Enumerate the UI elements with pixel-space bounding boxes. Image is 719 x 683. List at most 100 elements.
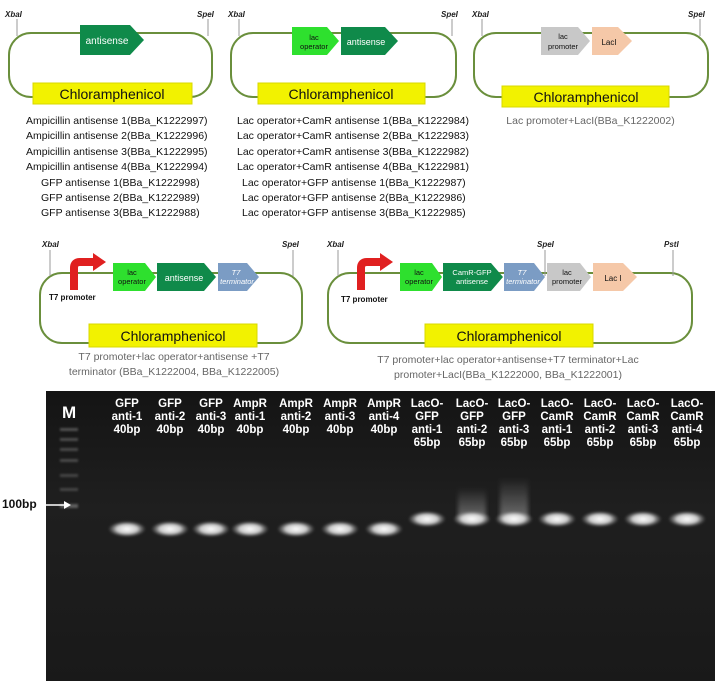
lane-label-line: anti-2 (155, 411, 186, 423)
lac-promoter-label: lac (562, 268, 572, 277)
lac-operator-label: lac (309, 33, 319, 42)
t7-promoter-label: T7 promoter (341, 295, 388, 304)
spei-site-label: SpeI (537, 240, 555, 249)
xbai-site-label: XbaI (326, 240, 345, 249)
dna-band (277, 521, 315, 537)
t7-promoter-arrowhead (380, 253, 393, 271)
lane-label-line: 65bp (587, 437, 614, 449)
panel-4-caption: T7 promoter+lac operator+antisense +T7 t… (24, 350, 324, 380)
caption-line: Lac operator+GFP antisense 3(BBa_K122298… (242, 207, 466, 220)
caption-line: Lac promoter+LacI(BBa_K1222002) (506, 115, 675, 127)
panel-1-caption: Ampicillin antisense 1(BBa_K1222997) Amp… (26, 114, 208, 222)
lane-label-line: anti-3 (325, 411, 356, 423)
lane-label-line: AmpR (367, 398, 402, 410)
ladder-band (60, 448, 78, 451)
lac-operator-label: operator (300, 42, 328, 51)
dna-band (321, 521, 359, 537)
lane-label-line: 65bp (544, 437, 571, 449)
caption-line: T7 promoter+lac operator+antisense +T7 (78, 351, 270, 363)
t7-terminator-label: T7 (518, 268, 528, 277)
laci-part-label: LacI (601, 38, 616, 47)
lac-operator-label: operator (405, 277, 433, 286)
spei-site-label: SpeI (441, 10, 459, 19)
antisense-part (341, 27, 398, 55)
psti-site-label: PstI (664, 240, 679, 249)
dna-band (538, 511, 576, 527)
lane-label-line: anti-3 (196, 411, 227, 423)
lane-label-line: 40bp (327, 424, 354, 436)
lane-label-line: anti-2 (585, 424, 616, 436)
t7-terminator-label: T7 (232, 268, 242, 277)
antisense-part-label: antisense (165, 273, 204, 283)
t7-terminator-label: terminator (220, 277, 254, 286)
plasmid-panel-2: XbaI SpeI lac operator antisense Chloram… (227, 10, 459, 105)
lane-band-group (108, 478, 706, 537)
lane-label-line: 40bp (114, 424, 141, 436)
caption-line: Lac operator+CamR antisense 2(BBa_K12229… (237, 130, 470, 143)
panel-3-caption: Lac promoter+LacI(BBa_K1222002) (478, 114, 703, 129)
size-marker-arrowhead (64, 501, 71, 509)
dna-band (192, 521, 230, 537)
plasmid-panel-1: XbaI SpeI antisense Chloramphenicol (4, 10, 215, 105)
xbai-site-label: XbaI (41, 240, 60, 249)
dna-band (668, 511, 706, 527)
antisense-part-label: antisense (347, 37, 386, 47)
camr-gfp-antisense-label: antisense (456, 277, 488, 286)
lac-promoter-label: promoter (552, 277, 583, 286)
xbai-site-label: XbaI (227, 10, 246, 19)
dna-band (231, 521, 269, 537)
lac-promoter-part (547, 263, 591, 291)
lane-label-line: anti-3 (499, 424, 530, 436)
xbai-site-label: XbaI (471, 10, 490, 19)
xbai-site-label: XbaI (4, 10, 23, 19)
lane-label-line: GFP (199, 398, 223, 410)
caption-line: Lac operator+CamR antisense 1(BBa_K12229… (237, 115, 470, 127)
lane-label-line: LacO- (627, 398, 660, 410)
lac-promoter-label: lac (558, 32, 568, 41)
ladder-band (60, 428, 78, 431)
dna-band (495, 511, 533, 527)
dna-band (624, 511, 662, 527)
lane-label-line: anti-1 (542, 424, 573, 436)
lane-label-line: 40bp (283, 424, 310, 436)
antisense-part (157, 263, 216, 291)
chloramphenicol-marker (32, 82, 193, 105)
chloramphenicol-label: Chloramphenicol (533, 89, 638, 105)
panel-2-caption: Lac operator+CamR antisense 1(BBa_K12229… (237, 114, 469, 222)
laci-part (593, 263, 637, 291)
caption-line: GFP antisense 3(BBa_K1222988) (41, 207, 200, 220)
t7-promoter-arrowhead (93, 253, 106, 271)
lane-label-line: CamR (583, 411, 617, 423)
lac-operator-label: lac (414, 268, 424, 277)
lane-label-line: anti-1 (412, 424, 443, 436)
caption-line: Lac operator+GFP antisense 2(BBa_K122298… (242, 192, 466, 205)
lane-label-line: CamR (626, 411, 660, 423)
lac-operator-label: operator (118, 277, 146, 286)
t7-promoter-arrow-icon (70, 258, 96, 290)
antisense-part-label: antisense (86, 36, 129, 47)
caption-line: Lac operator+GFP antisense 1(BBa_K122298… (242, 176, 466, 189)
lane-label-line: CamR (670, 411, 704, 423)
lane-label-line: 65bp (501, 437, 528, 449)
lane-label-line: LacO- (498, 398, 531, 410)
lane-label-line: anti-3 (628, 424, 659, 436)
lane-label-group: GFPanti-140bpGFPanti-240bpGFPanti-340bpA… (112, 398, 705, 449)
lane-label-line: GFP (158, 398, 182, 410)
lane-label-line: GFP (460, 411, 484, 423)
lac-operator-part (400, 263, 442, 291)
lane-label-line: LacO- (584, 398, 617, 410)
caption-line: GFP antisense 1(BBa_K1222998) (41, 176, 200, 189)
spei-site-label: SpeI (197, 10, 215, 19)
dna-band (408, 511, 446, 527)
lac-operator-label: lac (127, 268, 137, 277)
dna-band (151, 521, 189, 537)
lane-label-line: GFP (415, 411, 439, 423)
dna-band (108, 521, 146, 537)
chloramphenicol-label: Chloramphenicol (288, 86, 393, 102)
lane-label-line: anti-2 (457, 424, 488, 436)
t7-promoter-label: T7 promoter (49, 293, 96, 302)
chloramphenicol-label: Chloramphenicol (59, 86, 164, 102)
lane-label-line: 65bp (674, 437, 701, 449)
lane-label-line: CamR (540, 411, 574, 423)
